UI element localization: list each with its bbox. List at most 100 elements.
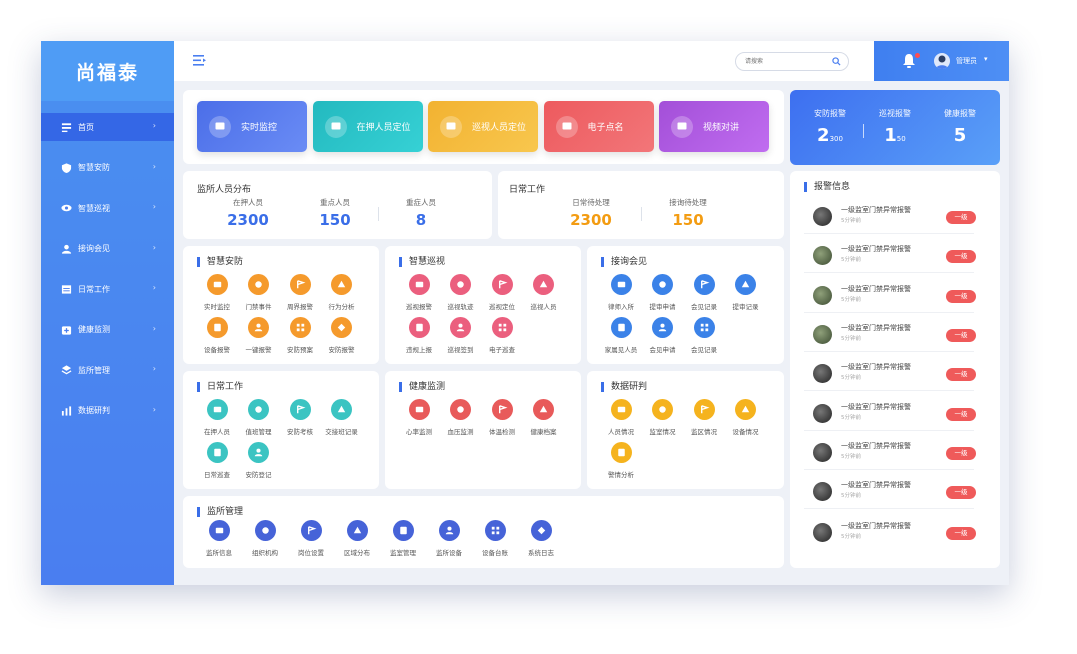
chevron-right-icon: ›	[152, 242, 156, 252]
security-alarm-stat[interactable]: 安防报警 2300	[814, 109, 846, 146]
sidebar-item-1[interactable]: 智慧安防 ›	[41, 154, 174, 182]
quick-action-button[interactable]: 电子点名	[543, 101, 654, 152]
stat-inquiry-pending[interactable]: 接询待处理 150	[669, 198, 707, 229]
sidebar-item-0[interactable]: 首页 ›	[41, 113, 174, 141]
module-shortcut[interactable]: 监所设备	[427, 520, 471, 557]
search-input[interactable]	[745, 56, 825, 67]
module-shortcut[interactable]: 巡视轨迹	[439, 274, 483, 311]
user-area: 管理员 ▾	[874, 41, 1009, 81]
module-shortcut[interactable]: 实时监控	[195, 274, 239, 311]
module-shortcut[interactable]: 组织机构	[243, 520, 287, 557]
module-shortcut[interactable]: 家属见人员	[599, 317, 643, 354]
alarm-level-badge: 一级	[946, 527, 976, 540]
module-shortcut[interactable]: 血压监测	[439, 399, 483, 436]
module-shortcut[interactable]: 健康档案	[522, 399, 566, 436]
quick-action-button[interactable]: 视频对讲	[659, 101, 769, 152]
menu-toggle-icon[interactable]	[193, 54, 207, 67]
module-prison: 监所管理 监所信息 组织机构 岗位设置 区域分布 监室管理 监所设备 设备台账 系统日志	[183, 496, 784, 568]
bell-icon[interactable]	[902, 53, 916, 69]
module-shortcut[interactable]: 在押人员	[195, 399, 239, 436]
module-shortcut[interactable]: 系统日志	[519, 520, 563, 557]
alarm-text: 一级监室门禁异常报警	[841, 245, 911, 254]
alarm-item[interactable]: 一级监室门禁异常报警 5分钟前 一级	[804, 352, 976, 392]
quick-action-button[interactable]: 在押人员定位	[312, 101, 423, 152]
sidebar-item-5[interactable]: 健康监测 ›	[41, 316, 174, 344]
module-shortcut[interactable]: 交接班记录	[320, 399, 364, 436]
module-shortcut[interactable]: 一键报警	[237, 317, 281, 354]
module-shortcut[interactable]: 监区情况	[682, 399, 726, 436]
quick-action-button[interactable]: 实时监控	[197, 101, 307, 152]
username-label[interactable]: 管理员	[956, 57, 977, 65]
avatar[interactable]	[934, 53, 950, 69]
module-shortcut[interactable]: 周界报警	[278, 274, 322, 311]
alarm-item[interactable]: 一级监室门禁异常报警 5分钟前 一级	[804, 431, 976, 470]
alarm-item[interactable]: 一级监室门禁异常报警 5分钟前 一级	[804, 511, 976, 550]
quick-action-button[interactable]: 巡视人员定位	[428, 101, 538, 152]
module-shortcut[interactable]: 警情分析	[599, 442, 643, 479]
module-shortcut[interactable]: 巡视人员	[522, 274, 566, 311]
chevron-down-icon[interactable]: ▾	[984, 55, 988, 63]
module-shortcut-label: 违规上报	[406, 346, 432, 354]
patrol-alarm-stat[interactable]: 巡视报警 150	[879, 109, 911, 146]
alarm-time: 5分钟前	[841, 296, 861, 303]
module-shortcut[interactable]: 违规上报	[397, 317, 441, 354]
module-shortcut[interactable]: 会见申请	[641, 317, 685, 354]
module-shortcut[interactable]: 区域分布	[335, 520, 379, 557]
module-shortcut-icon	[408, 274, 430, 295]
alarm-item[interactable]: 一级监室门禁异常报警 5分钟前 一级	[804, 470, 976, 510]
alarm-item[interactable]: 一级监室门禁异常报警 5分钟前 一级	[804, 392, 976, 431]
search-box[interactable]	[735, 52, 849, 71]
search-icon[interactable]	[832, 57, 841, 66]
module-shortcut[interactable]: 设备台账	[473, 520, 517, 557]
module-shortcut-icon	[408, 399, 430, 420]
module-shortcut[interactable]: 监室管理	[381, 520, 425, 557]
module-shortcut[interactable]: 安防考核	[278, 399, 322, 436]
module-shortcut[interactable]: 巡视定位	[480, 274, 524, 311]
stat-key-persons[interactable]: 重点人员 150	[319, 198, 351, 229]
module-shortcut[interactable]: 岗位设置	[289, 520, 333, 557]
alarm-item[interactable]: 一级监室门禁异常报警 5分钟前 一级	[804, 274, 976, 313]
module-shortcut[interactable]: 电子巡查	[480, 317, 524, 354]
sidebar-item-4[interactable]: 日常工作 ›	[41, 275, 174, 303]
module-shortcut[interactable]: 人员情况	[599, 399, 643, 436]
module-shortcut[interactable]: 日常巡查	[195, 442, 239, 479]
module-shortcut-label: 设备报警	[204, 346, 230, 354]
alarm-item[interactable]: 一级监室门禁异常报警 5分钟前 一级	[804, 195, 976, 234]
module-shortcut[interactable]: 值班管理	[237, 399, 281, 436]
module-shortcut[interactable]: 巡视签到	[439, 317, 483, 354]
module-shortcut[interactable]: 心率监测	[397, 399, 441, 436]
sidebar-item-6[interactable]: 监所管理 ›	[41, 356, 174, 384]
module-shortcut-label: 血压监测	[447, 428, 474, 436]
module-shortcut[interactable]: 门禁事件	[237, 274, 281, 311]
stat-severe-patients[interactable]: 重症人员 8	[406, 198, 436, 229]
stat-daily-pending[interactable]: 日常待处理 2300	[570, 198, 612, 229]
sidebar-item-7[interactable]: 数据研判 ›	[41, 397, 174, 425]
module-shortcut[interactable]: 巡视报警	[397, 274, 441, 311]
module-shortcut[interactable]: 设备情况	[724, 399, 768, 436]
alarm-item[interactable]: 一级监室门禁异常报警 5分钟前 一级	[804, 234, 976, 274]
module-shortcut-icon	[248, 317, 269, 338]
module-shortcut[interactable]: 提审记录	[724, 274, 768, 311]
sidebar-item-label: 接询会见	[78, 244, 110, 253]
module-shortcut[interactable]: 监室情况	[641, 399, 685, 436]
health-alarm-stat[interactable]: 健康报警 5	[944, 109, 976, 146]
module-shortcut[interactable]: 安防报警	[320, 317, 364, 354]
alarm-item[interactable]: 一级监室门禁异常报警 5分钟前 一级	[804, 313, 976, 352]
module-shortcut-label: 区域分布	[344, 549, 370, 557]
module-shortcut[interactable]: 会见记录	[682, 317, 726, 354]
module-shortcut[interactable]: 监所信息	[197, 520, 241, 557]
module-shortcut[interactable]: 安防预案	[278, 317, 322, 354]
module-shortcut[interactable]: 律师入所	[599, 274, 643, 311]
module-shortcut[interactable]: 行为分析	[320, 274, 364, 311]
sidebar-item-2[interactable]: 智慧巡视 ›	[41, 194, 174, 222]
stat-detainees[interactable]: 在押人员 2300	[227, 198, 269, 229]
module-security: 智慧安防 实时监控 门禁事件 周界报警 行为分析 设备报警 一键报警 安防预案 安防报警	[183, 246, 379, 364]
module-patrol: 智慧巡视 巡视报警 巡视轨迹 巡视定位 巡视人员 违规上报 巡视签到 电子巡查	[385, 246, 581, 364]
sidebar-item-3[interactable]: 接询会见 ›	[41, 235, 174, 263]
module-shortcut[interactable]: 提审申请	[641, 274, 685, 311]
module-shortcut[interactable]: 会见记录	[682, 274, 726, 311]
module-shortcut[interactable]: 设备报警	[195, 317, 239, 354]
module-shortcut[interactable]: 体温检测	[480, 399, 524, 436]
video-call-icon	[671, 115, 693, 138]
module-shortcut[interactable]: 安防登记	[237, 442, 281, 479]
